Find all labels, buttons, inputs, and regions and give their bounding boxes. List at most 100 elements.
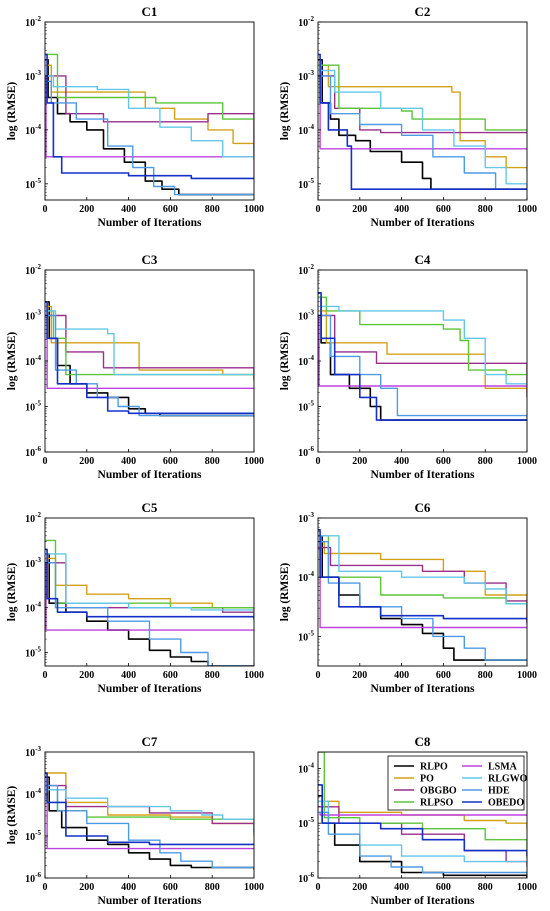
chart-panel-c2: 0 200 400 600 800 1000 10-5 10-4 10-3 10-2 C2 Numbe… bbox=[279, 4, 537, 229]
series-line-rlgwo bbox=[45, 553, 254, 622]
x-axis-label: Number of Iterations bbox=[371, 217, 475, 229]
x-tick-label: 0 bbox=[43, 204, 48, 215]
x-tick-label: 800 bbox=[478, 670, 493, 681]
y-tick-label: 10-4 bbox=[25, 601, 41, 615]
chart-title: C2 bbox=[415, 4, 431, 19]
x-tick-label: 200 bbox=[79, 882, 94, 893]
chart-title: C4 bbox=[415, 252, 431, 267]
y-tick-label: 10-3 bbox=[298, 511, 314, 525]
x-tick-label: 200 bbox=[79, 456, 94, 467]
x-tick-label: 1000 bbox=[517, 456, 537, 467]
series-line-hde bbox=[318, 75, 527, 190]
x-tick-label: 800 bbox=[205, 882, 220, 893]
chart-panel-c1: 0 200 400 600 800 1000 10-5 10-4 10-3 10-2 C1 Numbe… bbox=[6, 4, 264, 229]
series-line-obgbo bbox=[318, 314, 527, 398]
x-tick-label: 0 bbox=[316, 670, 321, 681]
series-line-po bbox=[45, 772, 254, 836]
series-line-rlgwo bbox=[318, 69, 527, 190]
chart-title: C3 bbox=[142, 252, 158, 267]
y-tick-label: 10-5 bbox=[298, 400, 314, 414]
series-line-rlgwo bbox=[318, 535, 527, 610]
y-axis-label: log (RMSE) bbox=[6, 563, 18, 622]
y-tick-label: 10-4 bbox=[298, 761, 314, 775]
chart-title: C1 bbox=[142, 4, 158, 19]
y-tick-label: 10-4 bbox=[25, 354, 41, 368]
series-line-rlpso bbox=[318, 64, 527, 131]
series-line-rlpso bbox=[318, 752, 527, 859]
y-tick-label: 10-4 bbox=[25, 123, 41, 137]
x-tick-label: 800 bbox=[205, 204, 220, 215]
y-tick-label: 10-6 bbox=[298, 871, 314, 885]
series-line-hde bbox=[45, 784, 254, 870]
x-axis-label: Number of Iterations bbox=[371, 683, 475, 695]
y-tick-label: 10-3 bbox=[298, 69, 314, 83]
y-tick-label: 10-4 bbox=[298, 570, 314, 584]
y-tick-label: 10-3 bbox=[25, 556, 41, 570]
x-tick-label: 1000 bbox=[244, 670, 264, 681]
x-tick-label: 400 bbox=[394, 882, 409, 893]
series-line-rlpso bbox=[318, 296, 527, 376]
x-tick-label: 200 bbox=[352, 204, 367, 215]
chart-panel-c5: 0 200 400 600 800 1000 10-5 10-4 10-3 10-2 C5 Numbe… bbox=[6, 500, 264, 695]
y-tick-label: 10-5 bbox=[298, 816, 314, 830]
series-line-rlgwo bbox=[45, 789, 254, 834]
x-tick-label: 0 bbox=[43, 456, 48, 467]
x-tick-label: 800 bbox=[478, 204, 493, 215]
y-tick-label: 10-6 bbox=[298, 445, 314, 459]
x-tick-label: 600 bbox=[163, 670, 178, 681]
x-tick-label: 800 bbox=[478, 882, 493, 893]
x-axis-label: Number of Iterations bbox=[98, 683, 202, 695]
y-tick-label: 10-4 bbox=[25, 787, 41, 801]
series-line-po bbox=[45, 557, 254, 613]
y-tick-label: 10-3 bbox=[25, 69, 41, 83]
x-tick-label: 200 bbox=[79, 204, 94, 215]
x-tick-label: 600 bbox=[163, 456, 178, 467]
x-axis-label: Number of Iterations bbox=[98, 217, 202, 229]
legend-label-rlpo: RLPO bbox=[420, 762, 448, 773]
series-line-hde bbox=[45, 80, 254, 196]
plot-frame bbox=[44, 517, 255, 667]
y-tick-label: 10-4 bbox=[298, 123, 314, 137]
series-line-hde bbox=[318, 541, 527, 661]
x-tick-label: 200 bbox=[79, 670, 94, 681]
series-line-rlgwo bbox=[318, 305, 527, 385]
series-line-obgbo bbox=[45, 784, 254, 832]
plot-frame bbox=[317, 517, 528, 667]
series-group bbox=[318, 53, 527, 190]
series-line-obedo bbox=[45, 548, 254, 619]
series-line-obedo bbox=[45, 53, 254, 180]
y-tick-label: 10-2 bbox=[298, 263, 314, 277]
plot-frame bbox=[44, 21, 255, 201]
series-line-obgbo bbox=[45, 562, 254, 617]
y-tick-label: 10-5 bbox=[25, 400, 41, 414]
series-group bbox=[45, 53, 254, 196]
x-tick-label: 0 bbox=[43, 882, 48, 893]
series-group bbox=[45, 539, 254, 666]
y-axis-label: log (RMSE) bbox=[6, 82, 18, 141]
x-tick-label: 1000 bbox=[244, 456, 264, 467]
x-tick-label: 600 bbox=[436, 204, 451, 215]
y-tick-label: 10-5 bbox=[298, 629, 314, 643]
legend-label-hde: HDE bbox=[488, 786, 510, 797]
plot-frame bbox=[317, 751, 528, 879]
y-tick-label: 10-5 bbox=[25, 829, 41, 843]
x-tick-label: 800 bbox=[205, 456, 220, 467]
legend-label-po: PO bbox=[420, 774, 434, 785]
y-tick-label: 10-3 bbox=[25, 745, 41, 759]
x-tick-label: 1000 bbox=[517, 882, 537, 893]
series-line-rlpo bbox=[45, 301, 254, 417]
plot-frame bbox=[44, 269, 255, 453]
series-group bbox=[45, 772, 254, 870]
x-tick-label: 400 bbox=[121, 456, 136, 467]
series-line-obgbo bbox=[45, 314, 254, 380]
legend: RLPO LSMA PO RLGWO OBGBO HDE RLPSO OBEDO bbox=[387, 755, 528, 811]
series-line-po bbox=[318, 310, 527, 393]
x-axis-label: Number of Iterations bbox=[98, 895, 202, 907]
y-tick-label: 10-2 bbox=[298, 15, 314, 29]
x-tick-label: 1000 bbox=[244, 204, 264, 215]
x-tick-label: 400 bbox=[121, 882, 136, 893]
series-line-rlgwo bbox=[45, 75, 254, 179]
x-tick-label: 0 bbox=[316, 204, 321, 215]
legend-label-obedo: OBEDO bbox=[488, 798, 524, 809]
